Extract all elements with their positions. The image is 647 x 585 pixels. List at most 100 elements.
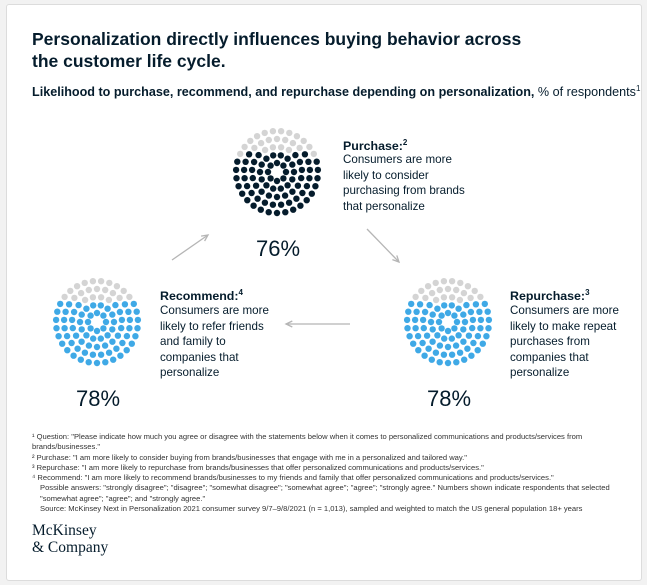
purchase-dot-filled xyxy=(235,183,242,190)
recommend-dot-remaining xyxy=(67,287,74,295)
recommend-percent: 78% xyxy=(75,386,121,411)
purchase-dot-filled xyxy=(252,182,260,189)
recommend-dot-filled xyxy=(118,324,125,332)
recommend-dot-filled xyxy=(114,332,122,339)
purchase-dot-filled xyxy=(240,166,248,174)
recommend-dot-filled xyxy=(123,347,130,354)
purchase-dot-remaining xyxy=(269,128,277,135)
subtitle-unit: % of respondents xyxy=(534,85,636,99)
recommend-dot-filled xyxy=(72,332,80,339)
repurchase-dot-filled xyxy=(432,349,440,356)
footnote-source: Source: McKinsey Next in Personalization… xyxy=(40,504,583,514)
purchase-dot-filled xyxy=(273,193,281,201)
repurchase-dot-circle xyxy=(403,278,493,367)
recommend-dot-filled xyxy=(90,302,97,309)
repurchase-dot-filled xyxy=(427,318,435,326)
recommend-footnote-mark: 4 xyxy=(238,288,243,297)
repurchase-dot-filled xyxy=(477,325,484,332)
repurchase-dot-filled xyxy=(452,342,460,349)
repurchase-dot-remaining xyxy=(428,289,436,297)
purchase-dot-filled xyxy=(282,209,289,216)
recommend-dot-filled xyxy=(102,318,110,326)
repurchase-dot-filled xyxy=(410,340,417,347)
repurchase-description: Consumers are more likely to make repeat… xyxy=(510,303,619,381)
recommend-dot-filled xyxy=(74,345,81,352)
repurchase-desc-line: purchases from xyxy=(510,335,590,349)
purchase-dot-remaining xyxy=(277,144,285,151)
purchase-dot-filled xyxy=(277,152,284,159)
repurchase-dot-filled xyxy=(429,338,436,345)
purchase-dot-filled xyxy=(250,202,257,209)
recommend-dot-filled xyxy=(78,311,85,318)
purchase-dot-filled xyxy=(245,151,253,158)
repurchase-heading-text: Repurchase: xyxy=(510,289,586,303)
repurchase-dot-remaining xyxy=(412,293,419,301)
recommend-dot-filled xyxy=(97,351,105,358)
purchase-dot-filled xyxy=(241,175,248,182)
purchase-dot-remaining xyxy=(247,137,254,145)
repurchase-dot-remaining xyxy=(457,279,464,287)
purchase-dot-filled xyxy=(256,168,264,176)
purchase-heading-text: Purchase: xyxy=(343,139,403,153)
purchase-desc-line: Consumers are more xyxy=(343,153,452,166)
purchase-dot-filled xyxy=(312,183,319,190)
purchase-dot-filled xyxy=(313,158,320,165)
repurchase-dot-filled xyxy=(468,352,475,359)
repurchase-dot-filled xyxy=(438,325,445,332)
repurchase-dot-filled xyxy=(436,342,444,349)
purchase-dot-filled xyxy=(273,209,281,217)
recommend-dot-filled xyxy=(117,352,124,359)
purchase-dot-remaining xyxy=(269,144,277,151)
purchase-dot-remaining xyxy=(251,144,258,152)
purchase-dot-filled xyxy=(250,158,258,166)
repurchase-dot-filled xyxy=(416,301,424,308)
purchase-dot-remaining xyxy=(286,129,293,137)
purchase-dot-remaining xyxy=(285,146,293,154)
recommend-dot-filled xyxy=(76,318,84,326)
recommend-dot-remaining xyxy=(106,279,113,287)
purchase-dot-filled xyxy=(301,151,309,158)
purchase-dot-filled xyxy=(277,201,285,208)
recommend-dot-filled xyxy=(54,308,61,315)
purchase-dot-remaining xyxy=(293,133,301,140)
footnote-2: ² Purchase: "I am more likely to conside… xyxy=(32,452,467,462)
purchase-dot-filled xyxy=(255,151,262,159)
footnotes: ¹ Question: "Please indicate how much yo… xyxy=(32,432,632,514)
purchase-dot-remaining xyxy=(261,129,268,137)
purchase-desc-line: that personalize xyxy=(343,199,425,213)
recommend-desc-line: companies that xyxy=(160,350,239,364)
recommend-dot-filled xyxy=(70,352,77,359)
repurchase-dot-remaining xyxy=(467,294,474,302)
repurchase-dot-remaining xyxy=(444,285,452,293)
recommend-dot-remaining xyxy=(89,294,97,301)
arrow-repurchase-to-recommend xyxy=(284,320,350,328)
recommend-dot-filled xyxy=(109,311,116,318)
purchase-dot-remaining xyxy=(296,144,303,152)
purchase-dot-filled xyxy=(273,177,281,185)
recommend-dot-remaining xyxy=(97,294,105,301)
recommend-dot-remaining xyxy=(126,293,133,301)
repurchase-dot-filled xyxy=(448,302,455,309)
purchase-dot-filled xyxy=(285,199,293,206)
purchase-dot-remaining xyxy=(273,135,281,143)
recommend-dot-filled xyxy=(85,342,93,349)
purchase-dot-filled xyxy=(289,188,296,195)
purchase-dot-filled xyxy=(244,197,251,204)
purchase-dot-remaining xyxy=(306,143,313,151)
repurchase-dot-filled xyxy=(435,318,443,326)
repurchase-dot-filled xyxy=(474,347,481,354)
purchase-dot-filled xyxy=(248,166,256,174)
purchase-dot-filled xyxy=(270,152,277,159)
recommend-dot-filled xyxy=(123,332,131,340)
repurchase-dot-filled xyxy=(411,316,419,324)
purchase-dot-filled xyxy=(280,175,287,182)
repurchase-dot-remaining xyxy=(436,286,443,294)
repurchase-dot-filled xyxy=(419,316,427,324)
recommend-dot-filled xyxy=(70,308,78,316)
purchase-heading: Purchase:2 xyxy=(343,138,407,153)
purchase-dot-remaining xyxy=(310,150,317,158)
purchase-desc-line: purchasing from brands xyxy=(343,184,465,198)
recommend-dot-filled xyxy=(84,318,92,326)
purchase-dot-remaining xyxy=(265,136,272,144)
repurchase-dot-filled xyxy=(453,318,461,326)
